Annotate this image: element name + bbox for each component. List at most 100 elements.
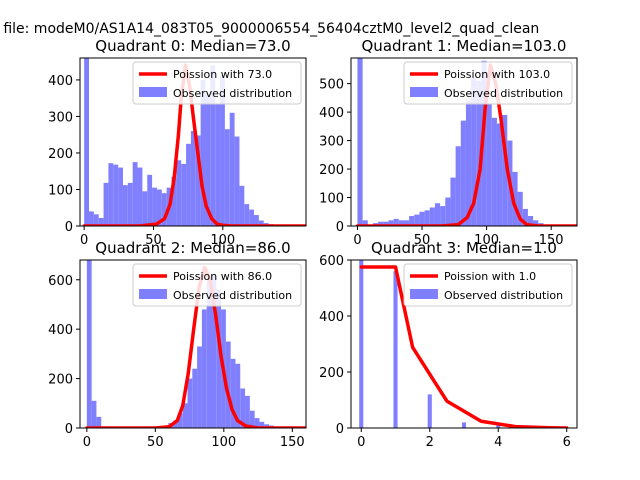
hist-bar	[414, 214, 420, 226]
hist-bar	[239, 185, 245, 226]
hist-bar	[496, 425, 501, 428]
x-tick-label: 50	[145, 233, 162, 248]
hist-bar	[491, 117, 497, 226]
axes-frame	[350, 259, 578, 429]
x-tick-label: 6	[563, 435, 571, 450]
hist-bar	[192, 368, 198, 428]
x-tick-label: 0	[83, 435, 91, 450]
plot-area-2	[85, 260, 306, 428]
hist-bar	[383, 221, 389, 226]
hist-bar	[142, 191, 148, 226]
hist-bar	[171, 176, 177, 226]
hist-bar	[215, 103, 221, 226]
hist-bar	[127, 182, 133, 226]
hist-bar	[201, 309, 207, 428]
hist-bar	[460, 120, 466, 226]
hist-bar	[89, 211, 94, 226]
hist-bar	[190, 131, 196, 226]
hist-bar	[357, 58, 363, 226]
subplot-quadrant-2: 0 50 100 150 0 200 400 600 Quadrant 2: Median=86…	[48, 239, 307, 450]
legend-poisson-label: Poission with 86.0	[173, 270, 272, 283]
subplot-quadrant-0: 0 50 100 0 100 200 300 400 Quadrant 0: Median=73…	[48, 37, 307, 248]
hist-bar	[471, 77, 477, 226]
hist-bar	[103, 182, 109, 226]
hist-bar	[84, 58, 90, 226]
hist-bar	[91, 400, 97, 428]
hist-bar	[200, 79, 206, 226]
hist-bar	[235, 363, 241, 428]
hist-bar	[450, 177, 456, 226]
hist-bar	[205, 94, 211, 226]
legend-poisson-label: Poission with 103.0	[444, 68, 550, 81]
x-tick-label: 2	[426, 435, 434, 450]
hist-bar	[424, 210, 430, 226]
hist-bar	[409, 216, 415, 226]
hist-bar	[362, 220, 368, 226]
hist-bar	[234, 136, 240, 226]
figure-suptitle: n file: modeM0/AS1A14_083T05_9000006554_…	[0, 21, 539, 37]
hist-bar	[244, 204, 250, 226]
hist-bar	[216, 289, 222, 428]
y-tick-label: 300	[319, 135, 344, 150]
y-tick-label: 100	[48, 183, 73, 198]
hist-bar	[481, 60, 487, 226]
hist-bar	[132, 162, 138, 226]
hist-bar	[254, 215, 259, 226]
y-tick-label: 0	[65, 220, 73, 235]
hist-bar	[533, 220, 539, 226]
x-tick-label: 0	[353, 233, 361, 248]
hist-bar	[476, 80, 482, 226]
hist-bar	[359, 260, 364, 428]
hist-bar	[502, 114, 508, 226]
subplot-quadrant-1: 0 50 100 150 0 100 200 300 400 500 Quadrant 1: Med…	[319, 37, 578, 248]
legend: Poission with 86.0 Observed distribution	[132, 263, 302, 307]
hist-bar	[398, 220, 404, 226]
hist-bar	[173, 420, 178, 428]
hist-bar	[186, 143, 191, 226]
hist-bar	[161, 193, 167, 226]
hist-bar	[393, 218, 399, 226]
legend: Poission with 73.0 Observed distribution	[132, 61, 302, 105]
y-tick-label: 400	[48, 74, 73, 89]
hist-bar	[440, 206, 446, 226]
legend-box	[403, 263, 573, 307]
subplot-title: Quadrant 3: Median=1.0	[371, 239, 557, 257]
hist-bar	[187, 378, 193, 428]
y-tick-label: 0	[336, 220, 344, 235]
y-tick-label: 400	[319, 106, 344, 121]
hist-bar	[177, 413, 183, 428]
x-tick-label: 100	[211, 435, 236, 450]
hist-bar	[225, 341, 231, 428]
hist-bar	[254, 418, 260, 428]
hist-bar	[195, 135, 201, 226]
hist-bar	[210, 65, 216, 226]
hist-bar	[429, 207, 435, 226]
y-tick-label: 0	[65, 422, 73, 437]
y-tick-label: 200	[48, 147, 73, 162]
y-tick-label: 100	[319, 192, 344, 207]
y-tick-label: 200	[319, 163, 344, 178]
hist-bar	[122, 185, 128, 226]
hist-bar	[388, 220, 394, 226]
hist-bar	[403, 220, 410, 226]
hist-bar	[249, 209, 254, 226]
hist-bar	[393, 271, 398, 428]
hist-bar	[522, 208, 528, 226]
y-tick-label: 0	[336, 422, 344, 437]
hist-bar	[455, 146, 461, 226]
hist-bar	[113, 164, 119, 226]
hist-bar	[240, 388, 246, 428]
x-tick-label: 50	[414, 233, 431, 248]
legend-box	[403, 61, 573, 105]
hist-bar	[86, 260, 92, 428]
legend-observed-swatch	[139, 87, 167, 97]
hist-bar	[211, 274, 217, 428]
hist-bar	[465, 100, 472, 226]
legend: Poission with 1.0 Observed distribution	[403, 263, 573, 307]
x-tick-label: 0	[80, 233, 88, 248]
hist-bar	[249, 410, 255, 428]
hist-bar	[230, 358, 236, 428]
hist-bar	[93, 214, 99, 226]
y-tick-label: 500	[319, 78, 344, 93]
